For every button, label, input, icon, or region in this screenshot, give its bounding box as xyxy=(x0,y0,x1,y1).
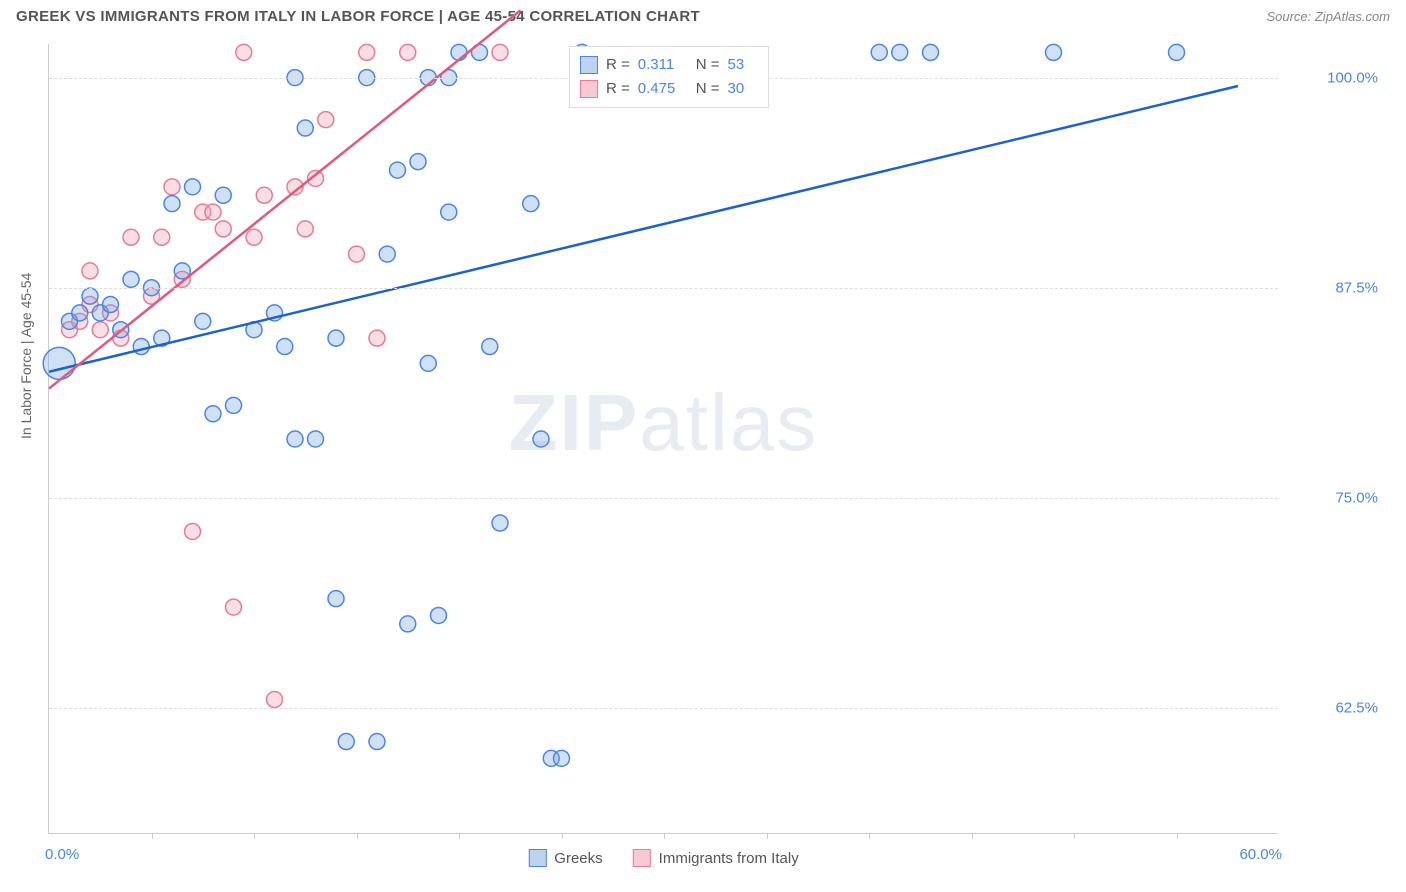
swatch-italy xyxy=(580,80,598,98)
y-tick-label: 100.0% xyxy=(1288,69,1378,86)
x-axis-min-label: 0.0% xyxy=(45,846,79,863)
legend-label-greeks: Greeks xyxy=(554,850,602,867)
r-label: R = xyxy=(606,77,630,101)
chart-title: GREEK VS IMMIGRANTS FROM ITALY IN LABOR … xyxy=(16,8,700,25)
legend-item-italy: Immigrants from Italy xyxy=(633,849,799,867)
y-tick-label: 62.5% xyxy=(1288,699,1378,716)
n-value-italy: 30 xyxy=(728,77,758,101)
x-axis-max-label: 60.0% xyxy=(1239,846,1282,863)
swatch-italy-icon xyxy=(633,849,651,867)
swatch-greeks-icon xyxy=(528,849,546,867)
legend-stats-row-0: R = 0.311 N = 53 xyxy=(580,53,758,77)
y-axis-title: In Labor Force | Age 45-54 xyxy=(18,273,34,439)
scatter-svg xyxy=(49,44,1279,834)
n-value-greeks: 53 xyxy=(728,53,758,77)
legend-bottom: Greeks Immigrants from Italy xyxy=(528,849,798,867)
n-label: N = xyxy=(696,77,720,101)
legend-stats-row-1: R = 0.475 N = 30 xyxy=(580,77,758,101)
legend-label-italy: Immigrants from Italy xyxy=(659,850,799,867)
legend-item-greeks: Greeks xyxy=(528,849,602,867)
r-value-italy: 0.475 xyxy=(638,77,688,101)
y-tick-label: 75.0% xyxy=(1288,489,1378,506)
r-value-greeks: 0.311 xyxy=(638,53,688,77)
source-label: Source: ZipAtlas.com xyxy=(1266,9,1390,24)
y-tick-label: 87.5% xyxy=(1288,279,1378,296)
r-label: R = xyxy=(606,53,630,77)
plot-area: ZIPatlas R = 0.311 N = 53 R = 0.475 N = … xyxy=(48,44,1278,834)
n-label: N = xyxy=(696,53,720,77)
legend-stats: R = 0.311 N = 53 R = 0.475 N = 30 xyxy=(569,46,769,108)
plot-wrap: In Labor Force | Age 45-54 ZIPatlas R = … xyxy=(48,44,1388,834)
swatch-greeks xyxy=(580,56,598,74)
